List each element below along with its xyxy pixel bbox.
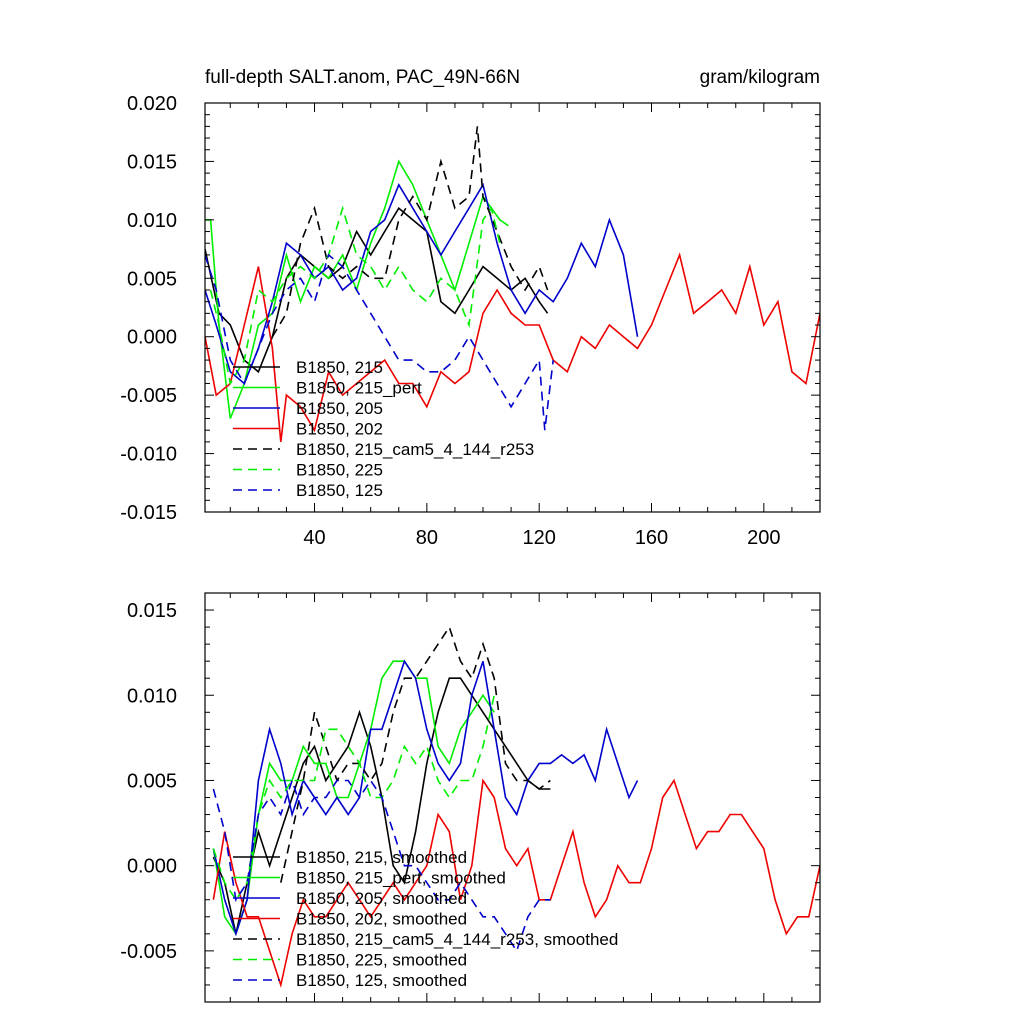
series-group [205,126,820,442]
legend-label-5: B1850, 225 [296,461,383,480]
y-tick-label: 0.000 [127,327,177,349]
x-tick-label: 120 [522,527,555,549]
series-line-2 [205,182,639,385]
plot-frame [204,102,821,513]
y-tick-label: 0.000 [127,856,177,878]
x-tick-label: 40 [303,527,325,549]
legend-label-4: B1850, 215_cam5_4_144_r253 [296,440,534,459]
series-line-5 [209,205,501,386]
chart-units: gram/kilogram [700,67,820,88]
legend-label-3: B1850, 202 [296,420,383,439]
y-tick-label: -0.015 [120,502,177,524]
legend-label-4: B1850, 215_cam5_4_144_r253, smoothed [296,930,618,949]
legend-label-1: B1850, 215_pert, smoothed [296,869,506,888]
y-tick-label: 0.015 [127,600,177,622]
y-tick-label: 0.005 [127,268,177,290]
series-line-1 [212,660,495,936]
x-tick-label: 80 [416,527,438,549]
y-tick-label: 0.020 [127,93,177,115]
legend-label-6: B1850, 125, smoothed [296,971,467,990]
legend-label-6: B1850, 125 [296,481,383,500]
series-line-2 [212,659,639,937]
legend-label-3: B1850, 202, smoothed [296,910,467,929]
chart-title: full-depth SALT.anom, PAC_49N-66N [205,67,520,88]
legend-label-0: B1850, 215, smoothed [296,848,467,867]
legend-label-5: B1850, 225, smoothed [296,951,467,970]
y-tick-label: 0.010 [127,210,177,232]
y-tick-label: 0.005 [127,770,177,792]
y-tick-label: 0.015 [127,151,177,173]
series-line-6 [212,777,551,953]
x-tick-label: 200 [747,527,780,549]
legend: B1850, 215, smoothed B1850, 215_pert, smo… [233,848,618,990]
legend-label-1: B1850, 215_pert [296,379,422,398]
panel-top: full-depth SALT.anom, PAC_49N-66N gram/k… [120,67,821,549]
legend-label-2: B1850, 205, smoothed [296,889,467,908]
y-tick-label: -0.010 [120,444,177,466]
series-line-5 [212,695,495,902]
y-tick-label: -0.005 [120,385,177,407]
series-line-6 [205,253,554,431]
series-line-3 [205,252,820,442]
panel-bottom: 0.015 0.010 0.005 0.000 -0.005 B1850, 215, sm… [120,592,821,1003]
y-tick-label: 0.010 [127,685,177,707]
series-line-0 [205,206,549,374]
x-tick-label: 160 [635,527,668,549]
y-tick-label: -0.005 [120,941,177,963]
series-line-4 [280,625,551,883]
series-line-4 [271,126,549,338]
series-line-3 [212,778,820,989]
series-group [212,625,820,989]
legend-label-0: B1850, 215 [296,358,383,377]
legend-label-2: B1850, 205 [296,399,383,418]
